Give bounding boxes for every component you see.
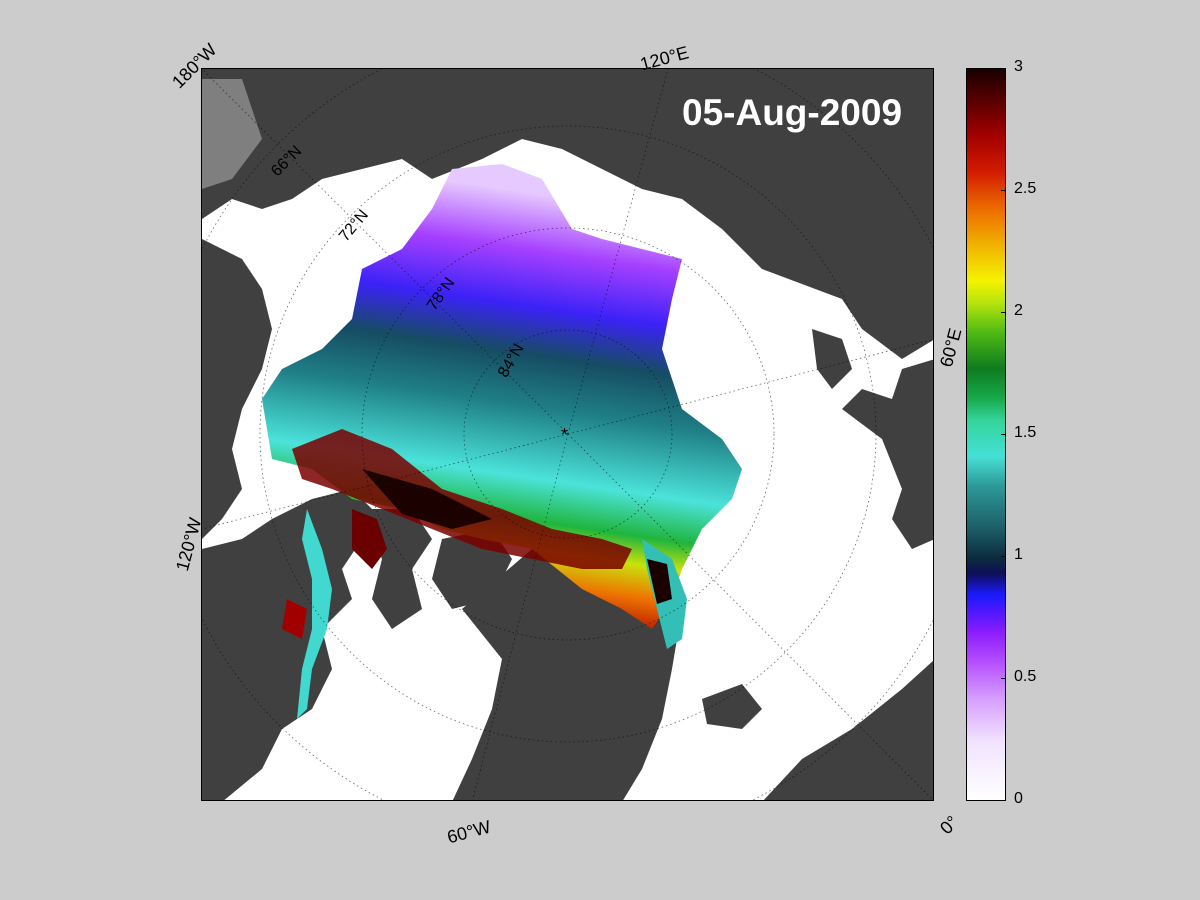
colorbar-tickmark	[1001, 556, 1006, 557]
colorbar-tickmark	[1001, 68, 1006, 69]
lon-label-0: 0°	[936, 811, 963, 839]
lon-label-60w: 60°W	[445, 816, 493, 848]
colorbar-tick-label: 2	[1014, 302, 1023, 319]
colorbar-tickmark	[1001, 190, 1006, 191]
colorbar-tick-label: 1	[1014, 546, 1023, 563]
colorbar-tickmark	[1001, 800, 1006, 801]
colorbar-tick-label: 0.5	[1014, 668, 1037, 685]
date-label: 05-Aug-2009	[682, 92, 903, 133]
graticule	[202, 69, 933, 800]
sea-ice-map: *	[201, 68, 934, 801]
colorbar-tick-label: 0	[1014, 790, 1023, 807]
colorbar-tick-label: 1.5	[1014, 424, 1037, 441]
colorbar-tick-label: 2.5	[1014, 180, 1037, 197]
missing-data	[202, 79, 262, 189]
north-pole-marker: *	[561, 425, 568, 445]
lon-label-60e: 60°E	[936, 326, 966, 370]
colorbar-tickmark	[1001, 312, 1006, 313]
colorbar	[966, 68, 1006, 801]
map-svg: *	[202, 69, 933, 800]
colorbar-tickmark	[1001, 678, 1006, 679]
colorbar-tick-label: 3	[1014, 58, 1023, 75]
sea-ice	[262, 164, 742, 719]
colorbar-tickmark	[1001, 434, 1006, 435]
